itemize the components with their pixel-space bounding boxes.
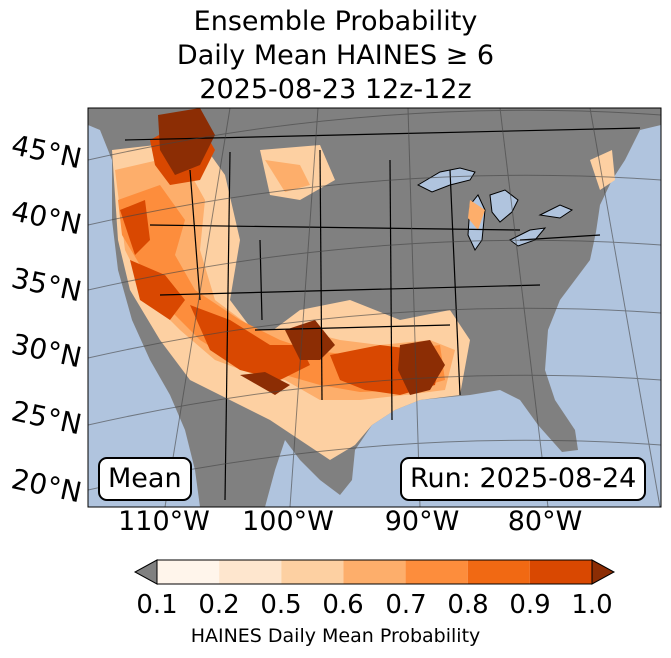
colorbar-tick: 0.2 [198, 590, 240, 620]
colorbar-segment [219, 560, 282, 584]
colorbar-tick: 0.8 [447, 590, 489, 620]
colorbar-tick: 1.0 [571, 590, 613, 620]
colorbar-segment [281, 560, 344, 584]
colorbar-segment [467, 560, 530, 584]
colorbar-frame [156, 559, 593, 585]
graticule [88, 108, 661, 507]
colorbar-under-triangle [133, 559, 158, 585]
colorbar [133, 559, 616, 585]
colorbar-over-triangle [591, 559, 616, 585]
colorbar-tick: 0.5 [260, 590, 302, 620]
run-box: Run: 2025-08-24 [400, 457, 647, 501]
lon-label-90: 90°W [384, 506, 460, 537]
colorbar-tick: 0.9 [509, 590, 551, 620]
colorbar-label: HAINES Daily Mean Probability [190, 625, 481, 647]
colorbar-segment [157, 560, 220, 584]
colorbar-segment [343, 560, 406, 584]
title-line-1: Ensemble Probability [193, 6, 478, 37]
colorbar-tick: 0.7 [385, 590, 427, 620]
colorbar-segment [405, 560, 468, 584]
probability-fields [112, 108, 615, 460]
colorbar-segment [529, 560, 592, 584]
title-line-3: 2025-08-23 12z-12z [199, 74, 472, 105]
colorbar-tick: 0.1 [136, 590, 178, 620]
title-line-2: Daily Mean HAINES ≥ 6 [176, 40, 495, 71]
colorbar-tick: 0.6 [322, 590, 364, 620]
borders [124, 127, 641, 501]
lon-label-110: 110°W [118, 506, 210, 537]
map-frame [87, 107, 662, 508]
lon-label-100: 100°W [242, 506, 334, 537]
lon-label-80: 80°W [507, 506, 583, 537]
mean-box: Mean [98, 457, 192, 501]
